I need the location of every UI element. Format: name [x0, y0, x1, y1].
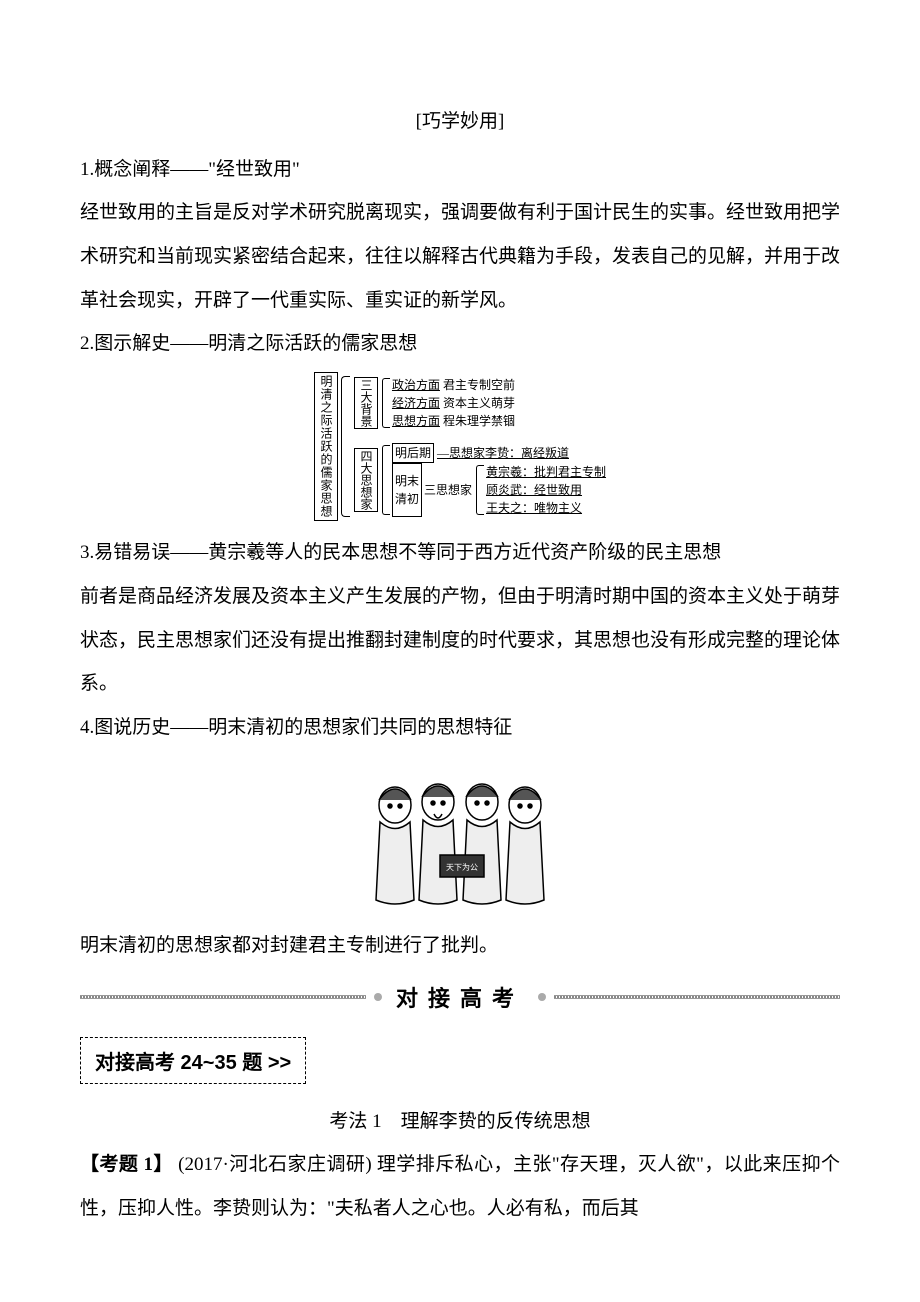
leaf-text: —思想家李贽：离经叛道 — [437, 444, 569, 462]
question-1: 【考题 1】 (2017·河北石家庄调研) 理学排斥私心，主张"存天理，灭人欲"… — [80, 1143, 840, 1230]
g2b-label2: 清初 — [395, 490, 419, 508]
bracket-icon — [338, 372, 352, 521]
tree-leaf: 明后期 —思想家李贽：离经叛道 — [392, 443, 606, 463]
tree-leaf: 经济方面 资本主义萌芽 — [392, 394, 515, 412]
tree-leaf: 王夫之：唯物主义 — [486, 499, 606, 517]
group1-label: 三大背景 — [354, 377, 378, 429]
leaf-tag: 思想方面 — [392, 412, 440, 430]
tree-diagram: 明清之际活跃的儒家思想 三大背景 政治方面 君主专制空前 经济方面 资本主义萌芽 — [80, 372, 840, 521]
question-source: (2017·河北石家庄调研) — [178, 1154, 372, 1175]
s1-para: 经世致用的主旨是反对学术研究脱离现实，强调要做有利于国计民生的实事。经世致用把学… — [80, 191, 840, 322]
leaf-text: 黄宗羲：批判君主专制 — [486, 463, 606, 481]
banner-line-left — [80, 995, 366, 999]
leaf-tag: 经济方面 — [392, 394, 440, 412]
tree-leaf: 顾炎武：经世致用 — [486, 481, 606, 499]
leaf-text: 王夫之：唯物主义 — [486, 499, 582, 517]
s4-title: 4.图说历史——明末清初的思想家们共同的思想特征 — [80, 706, 840, 750]
question-label: 【考题 1】 — [80, 1154, 173, 1175]
g2a-label: 明后期 — [392, 443, 434, 463]
g2b-label3: 三思想家 — [424, 481, 472, 499]
banner-text: 对接高考 — [390, 981, 530, 1013]
dot-icon — [374, 993, 382, 1001]
s3-title: 3.易错易误——黄宗羲等人的民本思想不等同于西方近代资产阶级的民主思想 — [80, 531, 840, 575]
tree-root-label: 明清之际活跃的儒家思想 — [314, 372, 338, 521]
s4-caption: 明末清初的思想家都对封建君主专制进行了批判。 — [80, 924, 840, 968]
leaf-text: 君主专制空前 — [443, 376, 515, 394]
page-heading: [巧学妙用] — [80, 100, 840, 144]
section-banner: 对接高考 — [80, 981, 840, 1013]
s3-para: 前者是商品经济发展及资本主义产生发展的产物，但由于明清时期中国的资本主义处于萌芽… — [80, 575, 840, 706]
tree-leaf: 思想方面 程朱理学禁锢 — [392, 412, 515, 430]
kaofa-title: 考法 1 理解李贽的反传统思想 — [80, 1106, 840, 1133]
bracket-icon — [380, 376, 392, 430]
tree-leaf: 黄宗羲：批判君主专制 — [486, 463, 606, 481]
g2b-label1: 明末 — [395, 472, 419, 490]
cartoon-figure: 天下为公 — [80, 760, 840, 910]
bracket-icon — [474, 463, 486, 517]
scholars-cartoon-icon: 天下为公 — [360, 760, 560, 910]
s1-title: 1.概念阐释——"经世致用" — [80, 148, 840, 192]
leaf-text: 顾炎武：经世致用 — [486, 481, 582, 499]
tree-leaf: 政治方面 君主专制空前 — [392, 376, 515, 394]
cartoon-sign-text: 天下为公 — [446, 862, 478, 872]
dot-icon — [538, 993, 546, 1001]
group2-label: 四大思想家 — [354, 448, 378, 512]
bracket-icon — [380, 443, 392, 517]
linked-questions-box: 对接高考 24~35 题 >> — [80, 1037, 306, 1084]
leaf-tag: 政治方面 — [392, 376, 440, 394]
leaf-text: 程朱理学禁锢 — [443, 412, 515, 430]
leaf-text: 资本主义萌芽 — [443, 394, 515, 412]
banner-line-right — [554, 995, 840, 999]
s2-title: 2.图示解史——明清之际活跃的儒家思想 — [80, 322, 840, 366]
